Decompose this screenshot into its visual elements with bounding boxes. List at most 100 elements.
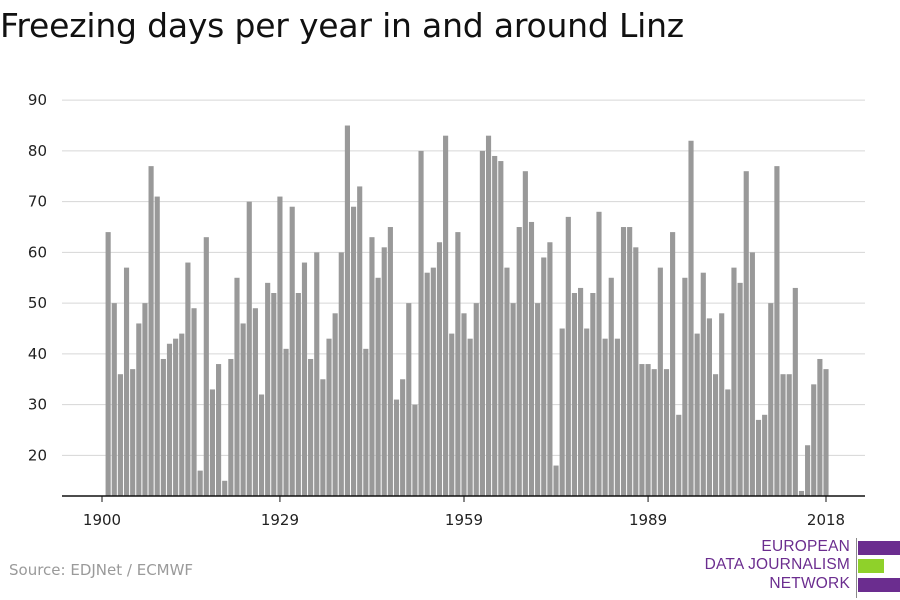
- bar-1998: [700, 272, 706, 496]
- bar-1954: [430, 267, 436, 497]
- bar-1915: [191, 308, 197, 496]
- bar-1908: [148, 166, 154, 497]
- bar-1949: [400, 379, 406, 496]
- bar-1996: [688, 140, 694, 496]
- bar-1972: [541, 257, 547, 496]
- bar-1968: [516, 227, 522, 496]
- bar-1992: [663, 369, 670, 497]
- logo-line-2: DATA JOURNALISM: [704, 556, 850, 573]
- y-tick-label: 50: [28, 294, 47, 312]
- bar-2013: [792, 287, 798, 496]
- bar-2018: [823, 369, 829, 497]
- logo-bar-purple-bottom: [858, 578, 900, 592]
- bar-1904: [123, 267, 130, 497]
- bar-1974: [553, 465, 559, 496]
- x-tick-label: 1989: [629, 511, 667, 529]
- logo-divider: [856, 538, 857, 598]
- bar-1927: [265, 282, 271, 496]
- bar-1984: [614, 338, 620, 496]
- bar-1930: [283, 348, 289, 496]
- bar-2007: [755, 419, 762, 497]
- bar-2001: [719, 313, 725, 496]
- bar-1955: [436, 242, 443, 496]
- y-tick-label: 90: [28, 91, 47, 109]
- bar-1967: [510, 303, 516, 496]
- bar-2006: [749, 252, 755, 496]
- x-tick-label: 2018: [807, 511, 845, 529]
- bar-2016: [811, 384, 817, 496]
- bar-1906: [136, 323, 142, 496]
- logo-bar-purple-top: [858, 541, 900, 555]
- bar-1903: [117, 374, 123, 496]
- bar-1948: [393, 399, 400, 496]
- bar-1907: [142, 303, 148, 496]
- y-axis-ticks: 20 30 40 50 60 70 80 90: [28, 91, 47, 464]
- bar-1989: [645, 364, 651, 496]
- bar-1987: [633, 247, 639, 496]
- bar-2017: [817, 358, 823, 496]
- bar-1917: [203, 237, 209, 496]
- y-tick-label: 60: [28, 243, 47, 261]
- bar-1963: [485, 135, 492, 496]
- bar-1981: [596, 211, 602, 497]
- bar-1979: [584, 328, 590, 496]
- bar-1962: [479, 150, 485, 496]
- bar-2002: [725, 389, 731, 496]
- bar-1937: [326, 338, 332, 496]
- bar-1920: [222, 480, 228, 496]
- bar-2010: [774, 166, 780, 497]
- x-tick-label: 1929: [261, 511, 299, 529]
- bar-2003: [731, 267, 737, 497]
- logo-bar-green: [858, 559, 884, 573]
- bar-1912: [173, 338, 179, 496]
- bar-2014: [798, 490, 805, 496]
- bar-1938: [332, 313, 338, 496]
- y-tick-label: 40: [28, 345, 47, 363]
- bar-1922: [234, 277, 240, 496]
- bar-1933: [301, 262, 308, 496]
- bar-1971: [535, 303, 541, 496]
- bar-1919: [216, 364, 222, 496]
- bar-1932: [295, 293, 301, 496]
- bar-1934: [308, 358, 314, 496]
- bar-1913: [179, 333, 185, 496]
- bar-1961: [473, 303, 479, 496]
- bar-2008: [762, 414, 768, 496]
- bar-1980: [590, 293, 596, 496]
- bar-1953: [424, 272, 430, 496]
- bar-1944: [369, 237, 375, 496]
- bar-1921: [228, 358, 234, 496]
- bar-2012: [786, 374, 792, 496]
- bar-1976: [565, 216, 571, 497]
- y-tick-label: 70: [28, 193, 47, 211]
- bar-1939: [338, 252, 344, 496]
- edjnet-logo: EUROPEAN DATA JOURNALISM NETWORK: [690, 538, 900, 598]
- chart-title: Freezing days per year in and around Lin…: [0, 6, 684, 45]
- bar-1994: [676, 414, 682, 496]
- bar-1901: [105, 232, 111, 496]
- bar-1995: [682, 277, 688, 496]
- bar-1959: [461, 313, 467, 496]
- bar-1910: [160, 358, 166, 496]
- bar-1929: [277, 196, 283, 496]
- bar-1936: [320, 379, 326, 496]
- bar-1942: [357, 186, 363, 496]
- bar-1928: [271, 293, 277, 496]
- bar-1960: [467, 338, 473, 496]
- bar-2000: [712, 374, 719, 496]
- bar-1946: [381, 247, 387, 496]
- bar-1990: [651, 369, 657, 497]
- bar-1918: [209, 389, 216, 496]
- bar-1947: [387, 227, 393, 496]
- bar-1951: [412, 404, 418, 496]
- bar-1931: [289, 206, 295, 496]
- bar-1924: [246, 201, 252, 496]
- bar-2015: [805, 445, 811, 496]
- bar-1969: [522, 171, 528, 496]
- bar-1950: [406, 303, 412, 496]
- bar-1914: [185, 262, 191, 496]
- bar-1978: [578, 287, 584, 496]
- source-note: Source: EDJNet / ECMWF: [9, 561, 194, 579]
- bar-1997: [694, 333, 700, 496]
